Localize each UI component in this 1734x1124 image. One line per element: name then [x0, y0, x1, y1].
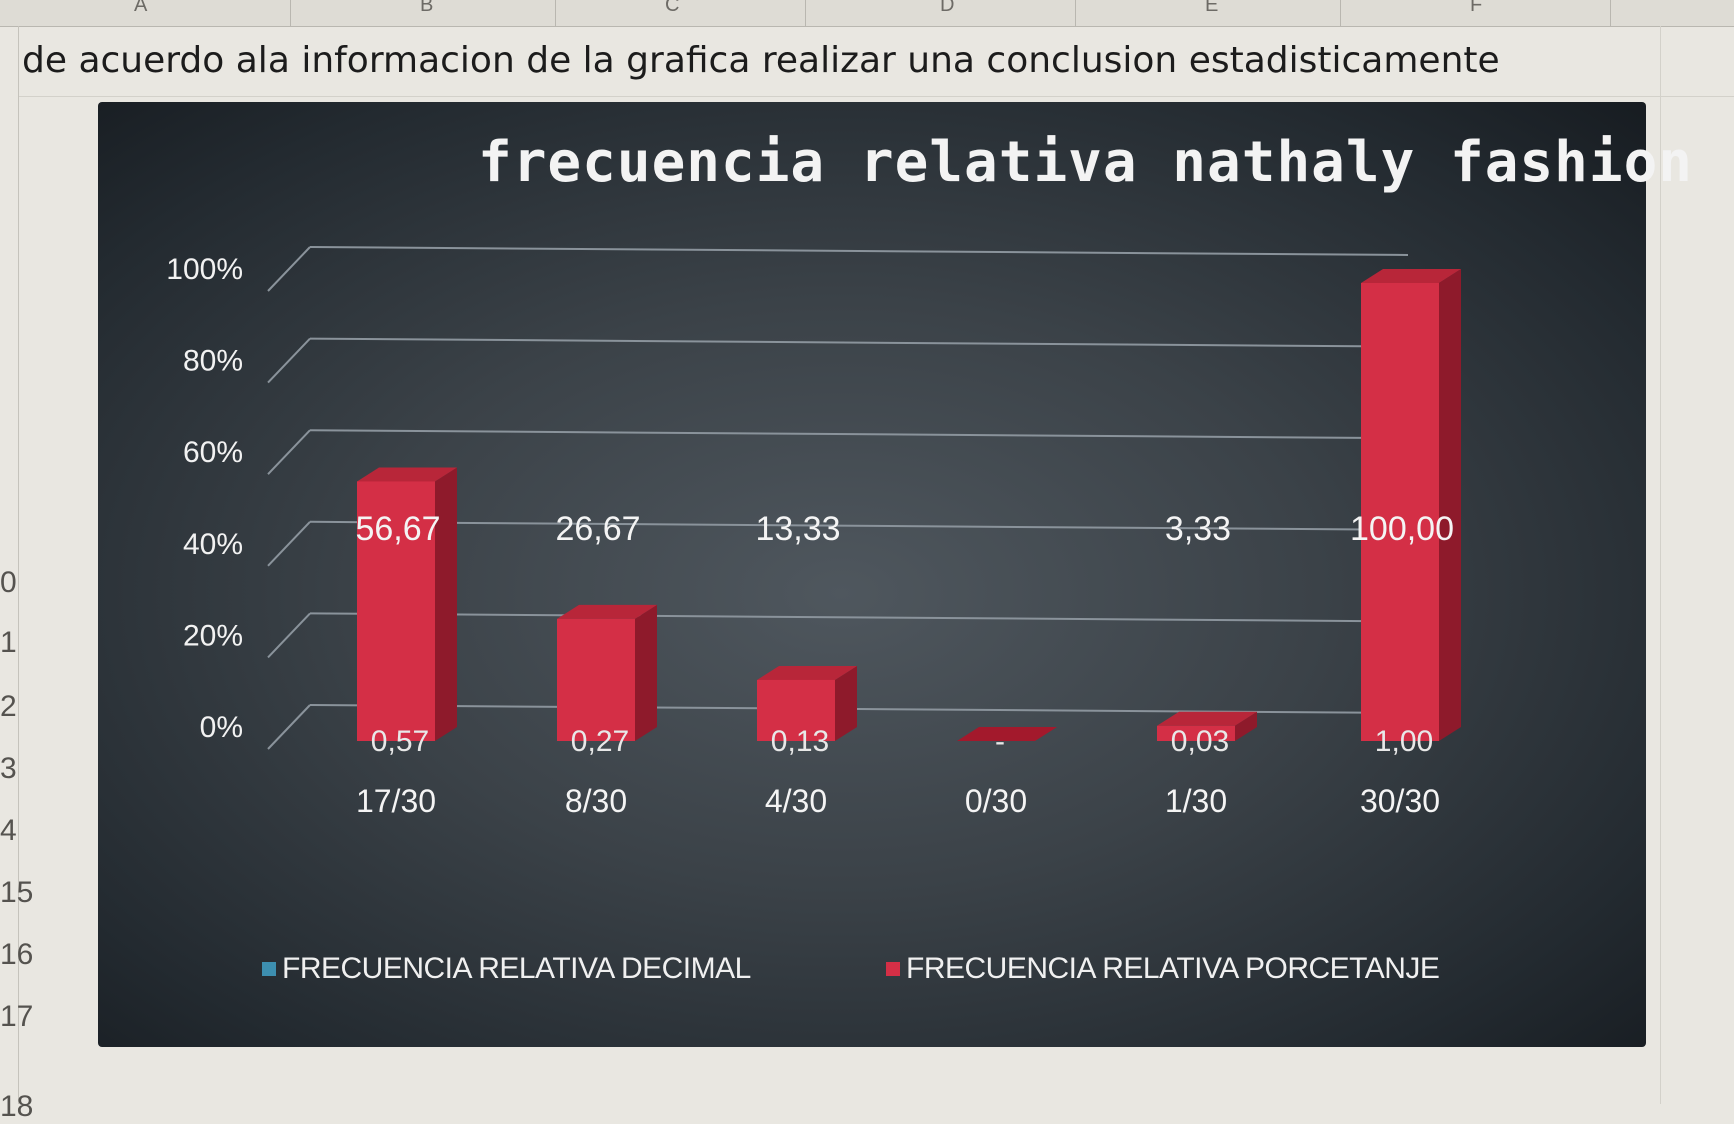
y-tick-label: 100% — [166, 253, 243, 286]
column-separator — [1610, 0, 1611, 26]
bar-side-percent — [1235, 711, 1257, 741]
row-number[interactable]: 18 — [0, 1090, 34, 1123]
bar-top-percent — [757, 665, 857, 680]
column-header-d[interactable]: D — [940, 0, 955, 16]
gridline-back — [309, 246, 1409, 256]
gridline-side — [267, 337, 311, 384]
row-number[interactable]: 0 — [0, 566, 17, 599]
data-label-decimal: 1,00 — [1375, 725, 1433, 758]
gridline-back — [309, 704, 1409, 714]
gridline-side — [267, 521, 311, 567]
bar-top-percent — [1361, 269, 1461, 283]
y-tick-label: 80% — [183, 345, 243, 378]
chart-legend: FRECUENCIA RELATIVA DECIMAL FRECUENCIA R… — [98, 952, 1646, 992]
gridline-side — [267, 429, 311, 475]
bar-percent — [757, 679, 835, 741]
bar-top-percent — [1157, 711, 1257, 726]
bar-side-percent — [435, 467, 457, 741]
bar-percent — [557, 618, 635, 741]
x-tick-label: 17/30 — [356, 783, 436, 819]
bar-top-percent — [557, 604, 657, 619]
y-tick-label: 60% — [183, 436, 243, 469]
legend-item-percent: FRECUENCIA RELATIVA PORCETANJE — [886, 952, 1440, 986]
data-label-percent: 56,67 — [355, 510, 440, 548]
chart-object[interactable]: frecuencia relativa nathaly fashion 0% 20… — [98, 102, 1694, 1047]
instruction-cell[interactable]: de acuerdo ala informacion de la grafica… — [22, 40, 1500, 81]
column-header-a[interactable]: A — [134, 0, 148, 16]
legend-swatch-decimal — [262, 962, 276, 976]
data-label-decimal: 0,57 — [371, 725, 429, 758]
column-separator — [805, 0, 806, 26]
chart-title: frecuencia relativa nathaly fashion — [478, 130, 1694, 195]
chart-plot-area: 0% 20% 40% 60% 80% 100% 56,67 0,57 17/30 26,67 0,2… — [166, 246, 1461, 819]
x-tick-label: 30/30 — [1360, 783, 1440, 819]
data-label-percent: 3,33 — [1165, 510, 1231, 548]
column-header-f[interactable]: F — [1470, 0, 1483, 16]
bar-percent — [1361, 283, 1439, 741]
bar-percent — [957, 727, 1057, 741]
data-label-percent: 13,33 — [755, 510, 840, 548]
bar-side-percent — [635, 604, 657, 741]
y-tick-label: 0% — [200, 711, 243, 744]
x-tick-label: 4/30 — [765, 783, 827, 819]
data-label-percent: 26,67 — [555, 510, 640, 548]
legend-swatch-percent — [886, 962, 900, 976]
x-tick-label: 1/30 — [1165, 783, 1227, 819]
bar-top-percent — [357, 467, 457, 482]
data-label-decimal: 0,27 — [571, 725, 629, 758]
column-header-row: A B C D E F — [0, 0, 1734, 27]
row-number[interactable]: 15 — [0, 876, 34, 909]
row-number[interactable]: 3 — [0, 752, 17, 785]
gridline-back — [309, 337, 1409, 348]
x-tick-label: 8/30 — [565, 783, 627, 819]
column-header-b[interactable]: B — [420, 0, 434, 16]
bar-side-percent — [835, 665, 857, 741]
y-tick-label: 20% — [183, 619, 243, 652]
row-number[interactable]: 17 — [0, 1000, 34, 1033]
column-header-e[interactable]: E — [1205, 0, 1219, 16]
row-gridline — [18, 96, 1734, 97]
gridline-back — [309, 520, 1409, 531]
column-gridline — [1660, 26, 1661, 1104]
column-separator — [290, 0, 291, 26]
data-label-decimal: - — [995, 725, 1005, 758]
data-label-percent: 100,00 — [1350, 510, 1454, 548]
gridline-back — [309, 429, 1409, 440]
row-number[interactable]: 1 — [0, 626, 17, 659]
data-label-decimal: 0,13 — [771, 725, 829, 758]
column-separator — [1075, 0, 1076, 26]
row-number[interactable]: 16 — [0, 938, 34, 971]
gridline-side — [267, 704, 311, 750]
data-label-decimal: 0,03 — [1171, 725, 1229, 758]
legend-label-decimal: FRECUENCIA RELATIVA DECIMAL — [282, 952, 751, 985]
y-tick-label: 40% — [183, 528, 243, 561]
column-separator — [555, 0, 556, 26]
column-separator — [1340, 0, 1341, 26]
bar-side-percent — [1439, 269, 1461, 741]
legend-label-percent: FRECUENCIA RELATIVA PORCETANJE — [906, 952, 1440, 985]
bar-percent — [1157, 725, 1235, 741]
row-header-gutter: 0 1 2 3 4 15 16 17 18 — [0, 26, 33, 1123]
row-number[interactable]: 4 — [0, 814, 17, 847]
gridline-back — [309, 612, 1409, 623]
x-tick-label: 0/30 — [965, 783, 1027, 819]
gridline-side — [267, 246, 311, 292]
legend-item-decimal: FRECUENCIA RELATIVA DECIMAL — [262, 952, 751, 986]
bar-percent — [357, 481, 435, 741]
gridline-side — [267, 612, 311, 659]
row-number[interactable]: 2 — [0, 690, 17, 723]
column-header-c[interactable]: C — [665, 0, 680, 16]
